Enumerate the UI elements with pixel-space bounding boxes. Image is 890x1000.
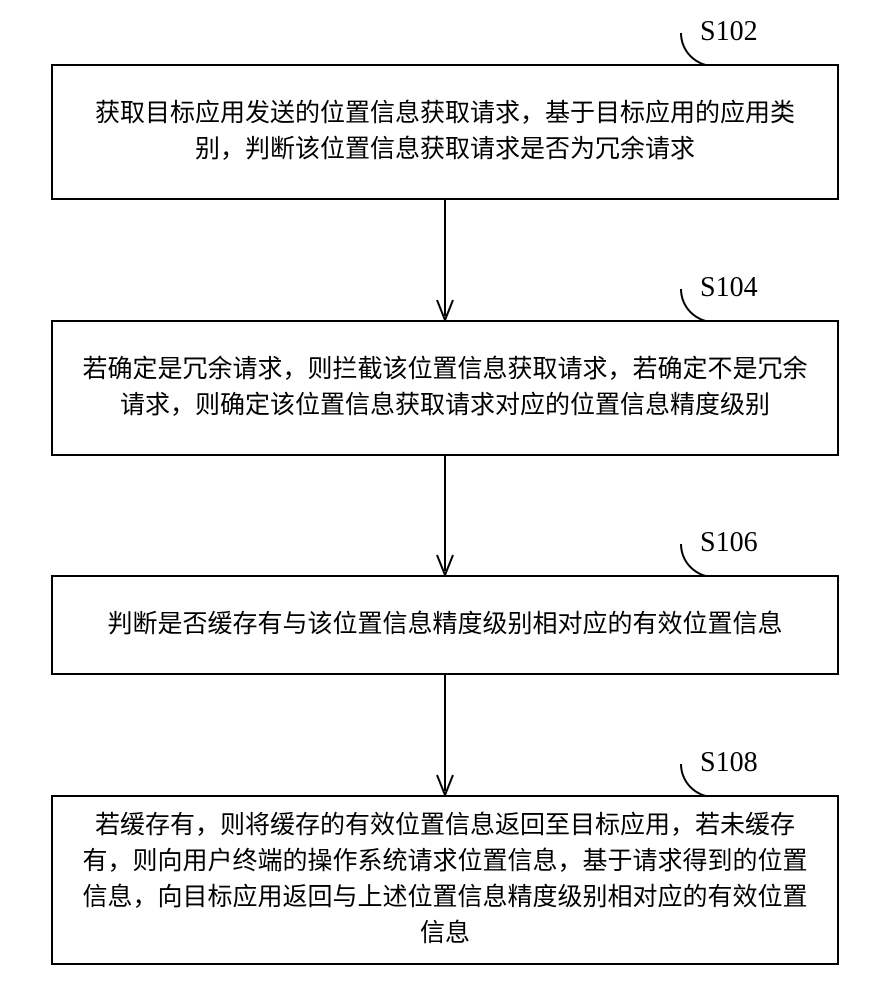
callout-s102 [680,33,737,67]
arrow-s106-s108 [445,675,446,795]
callout-s106 [680,544,737,578]
arrow-s104-s106 [445,456,446,575]
step-text-s108: 若缓存有，则将缓存的有效位置信息返回至目标应用，若未缓存有，则向用户终端的操作系… [73,808,817,953]
callout-s108 [680,764,737,798]
step-box-s104: 若确定是冗余请求，则拦截该位置信息获取请求，若确定不是冗余请求，则确定该位置信息… [51,320,839,456]
callout-s104 [680,289,737,323]
arrow-s102-s104 [445,200,446,320]
step-text-s106: 判断是否缓存有与该位置信息精度级别相对应的有效位置信息 [107,607,782,643]
step-text-s102: 获取目标应用发送的位置信息获取请求，基于目标应用的应用类别，判断该位置信息获取请… [73,96,817,169]
step-box-s108: 若缓存有，则将缓存的有效位置信息返回至目标应用，若未缓存有，则向用户终端的操作系… [51,795,839,965]
step-text-s104: 若确定是冗余请求，则拦截该位置信息获取请求，若确定不是冗余请求，则确定该位置信息… [73,352,817,425]
step-box-s102: 获取目标应用发送的位置信息获取请求，基于目标应用的应用类别，判断该位置信息获取请… [51,64,839,200]
flowchart-canvas: S102 获取目标应用发送的位置信息获取请求，基于目标应用的应用类别，判断该位置… [0,0,890,1000]
step-box-s106: 判断是否缓存有与该位置信息精度级别相对应的有效位置信息 [51,575,839,675]
